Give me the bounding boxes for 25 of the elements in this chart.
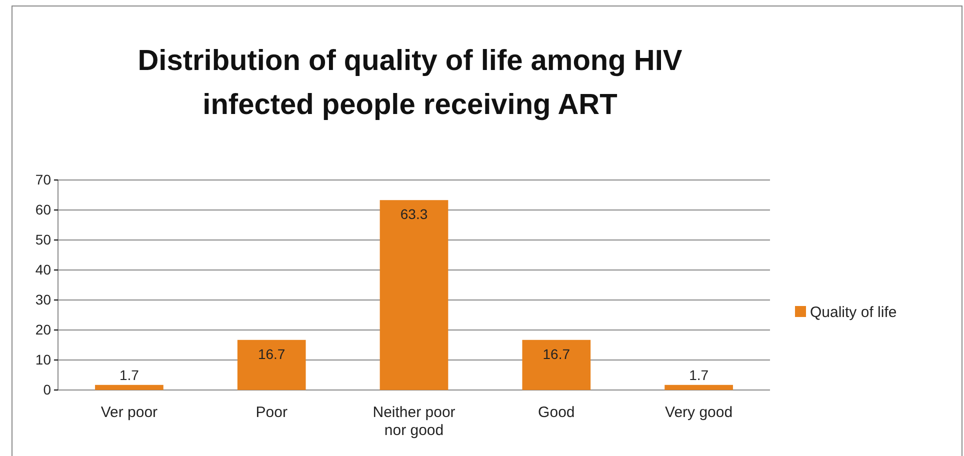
bar [95,384,164,390]
data-label: 1.7 [689,366,709,383]
bar [237,340,306,390]
y-tick-label: 50 [35,231,52,248]
x-tick-label: Very good [665,404,733,421]
data-label: 1.7 [119,366,140,383]
y-tick-label: 0 [43,381,52,398]
data-label: 16.7 [258,346,286,362]
legend-label: Quality of life [810,304,897,321]
x-tick-label: Ver poor [100,404,158,421]
x-tick-label: Good [538,404,575,421]
chart-title: Distribution of quality of life among HIV infected people receiving ART [138,45,683,121]
y-tick-label: 20 [35,321,52,338]
data-label: 63.3 [400,206,428,222]
x-tick-label: Neither poor nor good [372,404,456,439]
bar [522,340,591,390]
y-tick-label: 60 [35,201,52,218]
bar [664,384,733,390]
data-label: 16.7 [542,346,570,362]
y-tick-label: 70 [35,171,52,188]
bar [380,200,448,390]
x-tick-label: Poor [256,404,288,421]
y-tick-label: 30 [35,291,52,308]
y-tick-label: 10 [35,351,52,368]
y-tick-label: 40 [35,261,52,278]
